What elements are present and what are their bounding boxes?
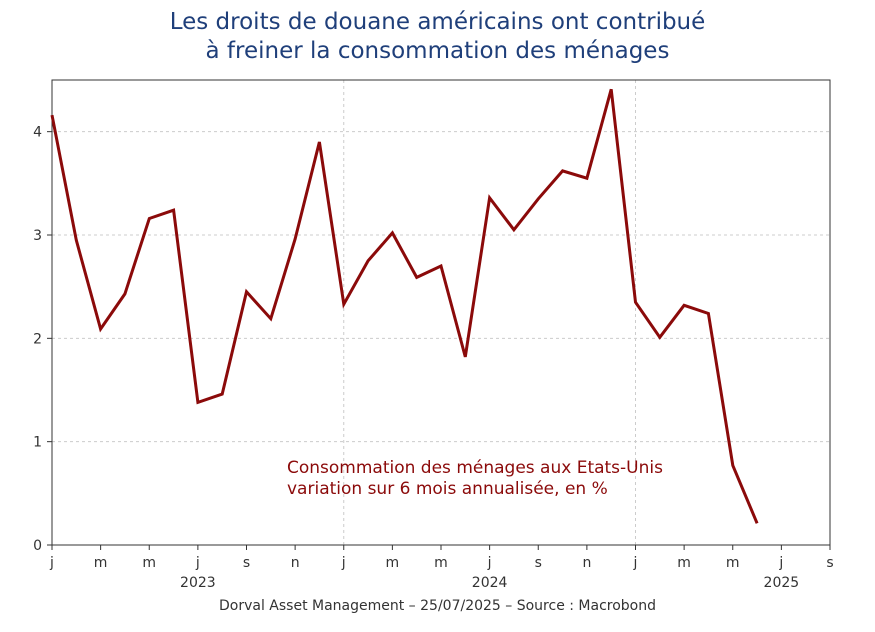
chart-title-line-2: à freiner la consommation des ménages bbox=[205, 38, 670, 64]
x-tick-label: s bbox=[826, 555, 833, 571]
x-tick-label: j bbox=[341, 555, 346, 571]
x-tick-label: j bbox=[49, 555, 54, 571]
x-year-label: 2025 bbox=[764, 575, 800, 591]
x-year-label: 2024 bbox=[472, 575, 508, 591]
y-tick-label: 1 bbox=[33, 435, 42, 451]
x-year-label: 2023 bbox=[180, 575, 216, 591]
y-tick-label: 2 bbox=[33, 331, 42, 347]
axis-layer: 0 1 2 3 4 j m m j s n j m m j s n j m m j s 2023 2024 2025 bbox=[33, 125, 834, 591]
x-tick-label: j bbox=[778, 555, 783, 571]
y-tick-label: 4 bbox=[33, 125, 42, 141]
y-tick-label: 3 bbox=[33, 228, 42, 244]
series-line bbox=[50, 88, 759, 524]
grid-layer bbox=[52, 80, 830, 545]
x-tick-label: m bbox=[677, 555, 691, 571]
x-tick-label: n bbox=[291, 555, 300, 571]
chart-title: Les droits de douane américains ont cont… bbox=[0, 8, 875, 66]
x-tick-label: m bbox=[386, 555, 400, 571]
x-tick-label: n bbox=[582, 555, 591, 571]
series-annotation-line: Consommation des ménages aux Etats-Unis bbox=[287, 458, 663, 478]
x-tick-label: j bbox=[633, 555, 638, 571]
chart-footer: Dorval Asset Management – 25/07/2025 – S… bbox=[218, 598, 657, 614]
x-tick-label: m bbox=[726, 555, 740, 571]
x-tick-label: m bbox=[434, 555, 448, 571]
chart-title-line-1: Les droits de douane américains ont cont… bbox=[169, 9, 706, 35]
annotation-layer: Consommation des ménages aux Etats-Unisv… bbox=[287, 458, 663, 499]
x-tick-label: j bbox=[195, 555, 200, 571]
x-tick-label: m bbox=[142, 555, 156, 571]
x-tick-label: s bbox=[535, 555, 542, 571]
x-tick-label: m bbox=[94, 555, 108, 571]
x-tick-label: j bbox=[487, 555, 492, 571]
x-tick-label: s bbox=[243, 555, 250, 571]
series-annotation-line: variation sur 6 mois annualisée, en % bbox=[287, 479, 608, 499]
series-layer bbox=[50, 88, 759, 524]
y-tick-label: 0 bbox=[33, 538, 42, 554]
